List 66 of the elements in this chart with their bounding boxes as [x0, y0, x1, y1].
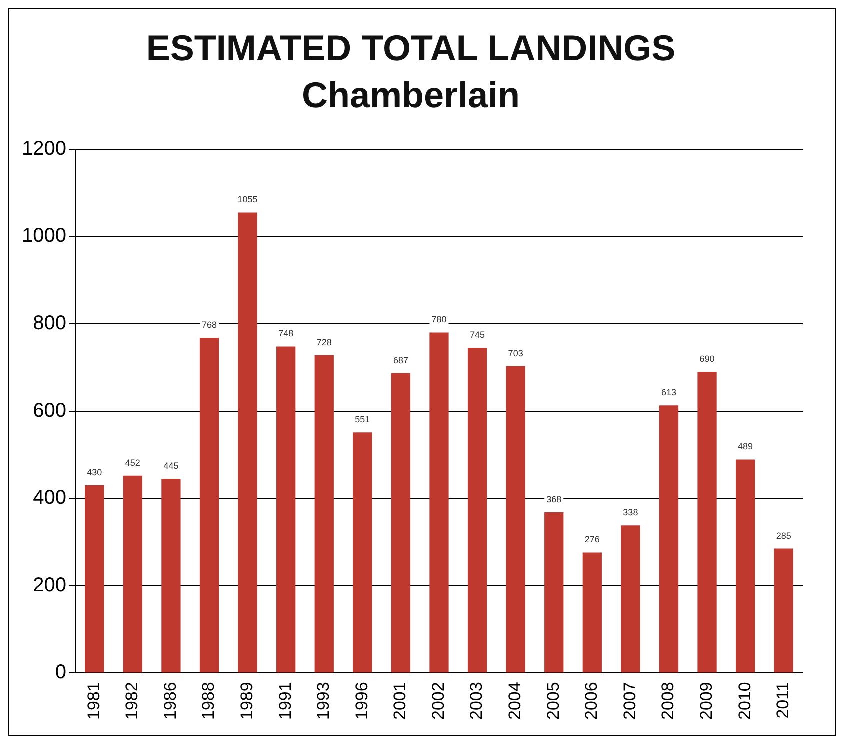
- data-label: 703: [508, 348, 524, 358]
- bar: [774, 548, 794, 673]
- x-tick-label: 2008: [658, 682, 678, 720]
- data-label: 748: [278, 328, 294, 339]
- bar: [123, 476, 142, 673]
- x-tick-label: 1996: [352, 682, 372, 720]
- x-tick-label: 2003: [467, 682, 486, 720]
- bar: [238, 212, 258, 673]
- bar: [314, 355, 334, 673]
- bar: [391, 373, 411, 673]
- bar: [582, 552, 602, 673]
- data-label: 285: [776, 530, 792, 541]
- data-label: 551: [355, 414, 370, 425]
- data-label: 780: [432, 314, 447, 325]
- x-tick-label: 1991: [276, 682, 295, 720]
- x-tick-label: 2009: [696, 682, 716, 720]
- bar: [544, 512, 564, 673]
- x-tick-label: 2011: [774, 682, 793, 719]
- x-tick-label: 2006: [582, 682, 602, 720]
- bar: [85, 485, 104, 673]
- x-tick-label: 1982: [122, 682, 142, 720]
- data-label: 687: [393, 355, 408, 366]
- x-tick-label: 1989: [237, 682, 256, 720]
- bar: [698, 372, 717, 673]
- y-tick-label: 400: [33, 487, 66, 510]
- chart-subtitle: Chamberlain: [302, 74, 520, 116]
- x-tick-label: 2007: [620, 682, 640, 720]
- x-tick-label: 2010: [735, 682, 754, 720]
- x-tick-label: 1993: [314, 682, 334, 720]
- bar: [353, 432, 372, 673]
- x-tick-label: 1986: [160, 682, 180, 720]
- data-label: 613: [661, 388, 676, 398]
- data-label: 452: [125, 458, 140, 468]
- bar: [506, 366, 526, 673]
- x-tick-label: 2001: [390, 682, 410, 720]
- data-label: 745: [470, 330, 486, 340]
- data-label: 489: [738, 442, 754, 452]
- bar: [430, 332, 449, 673]
- bar: [621, 526, 640, 673]
- y-tick-label: 1200: [22, 138, 66, 160]
- data-label: 276: [584, 534, 600, 545]
- bar: [162, 478, 181, 673]
- x-tick-label: 1981: [84, 682, 104, 720]
- data-label: 368: [546, 494, 562, 505]
- y-tick-label: 600: [33, 400, 66, 422]
- chart-title: ESTIMATED TOTAL LANDINGS: [146, 28, 676, 69]
- x-tick-label: 1988: [199, 682, 218, 720]
- x-tick-label: 2002: [428, 682, 448, 720]
- bar: [659, 406, 679, 673]
- y-tick-label: 800: [33, 312, 66, 335]
- y-tick-label: 1000: [22, 225, 66, 248]
- data-label: 445: [164, 460, 179, 471]
- data-label: 768: [202, 320, 218, 330]
- x-tick-label: 2005: [544, 682, 563, 720]
- bar: [276, 346, 296, 673]
- bar: [468, 348, 488, 673]
- data-label: 690: [700, 354, 715, 364]
- y-tick-label: 200: [33, 574, 66, 596]
- data-label: 728: [316, 337, 332, 348]
- bar: [200, 338, 220, 673]
- data-label: 338: [623, 508, 638, 518]
- y-tick-label: 0: [55, 662, 66, 684]
- x-tick-label: 2004: [506, 682, 525, 720]
- data-label: 1055: [238, 194, 258, 205]
- data-label: 430: [87, 467, 102, 478]
- bar: [736, 460, 756, 673]
